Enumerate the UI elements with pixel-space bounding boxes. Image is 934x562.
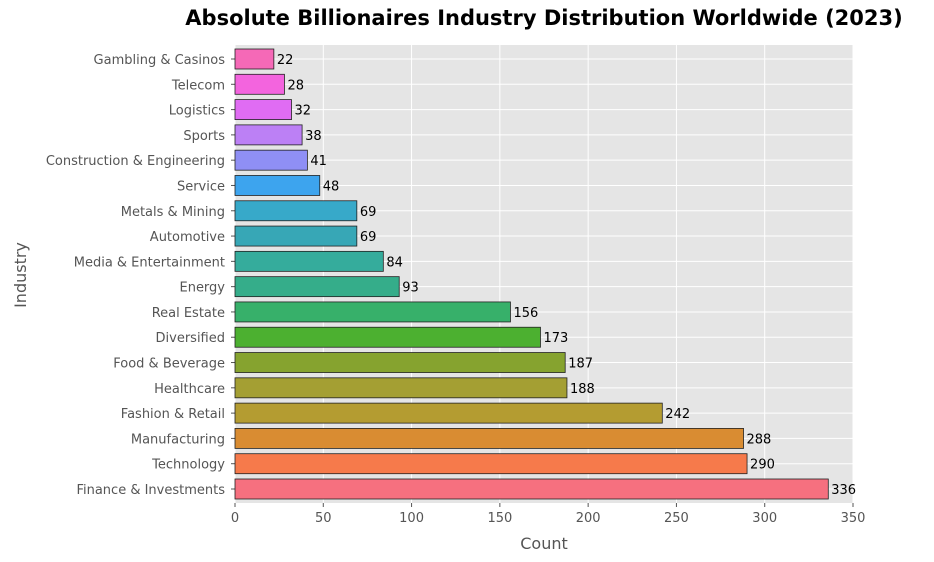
data-label: 28 <box>287 78 304 93</box>
bar <box>234 149 308 171</box>
bar <box>234 352 566 373</box>
data-label: 242 <box>665 407 690 422</box>
data-label: 38 <box>305 129 322 144</box>
data-label: 173 <box>543 331 568 346</box>
y-tick-label: Technology <box>151 458 225 473</box>
data-label: 290 <box>750 458 775 473</box>
y-tick-label: Service <box>177 179 225 194</box>
y-tick-label: Fashion & Retail <box>121 407 225 422</box>
y-tick-label: Metals & Mining <box>121 205 225 220</box>
x-tick-label: 350 <box>841 511 866 526</box>
bar <box>234 124 303 146</box>
data-label: 288 <box>747 432 772 447</box>
y-axis-label: Industry <box>11 242 30 308</box>
data-label: 336 <box>831 483 856 498</box>
bar <box>234 428 744 449</box>
bar <box>234 250 384 272</box>
x-tick-label: 50 <box>315 511 332 526</box>
data-label: 188 <box>570 382 595 397</box>
bar <box>234 48 275 70</box>
y-tick-label: Gambling & Casinos <box>94 53 226 68</box>
y-tick-label: Automotive <box>150 230 225 245</box>
bar <box>234 326 541 348</box>
bar <box>234 175 321 196</box>
bar <box>234 478 829 500</box>
x-tick-labels: 0 50 100 150 200 250 300 350 <box>231 511 866 526</box>
y-tick-label: Energy <box>179 281 225 296</box>
data-label: 32 <box>295 104 312 119</box>
bar <box>234 200 358 222</box>
bar <box>234 402 663 424</box>
y-tick-label: Sports <box>183 129 225 144</box>
y-tick-labels: Gambling & Casinos Telecom Logistics Sports… <box>46 53 225 498</box>
x-tick-label: 300 <box>752 511 777 526</box>
y-tick-label: Healthcare <box>154 382 225 397</box>
x-tick-label: 0 <box>231 511 239 526</box>
x-tick-label: 150 <box>487 511 512 526</box>
data-label: 84 <box>386 255 403 270</box>
bar <box>234 301 511 323</box>
x-tick-label: 100 <box>399 511 424 526</box>
y-tick-label: Diversified <box>156 331 225 346</box>
y-tick-label: Media & Entertainment <box>74 255 225 270</box>
data-label: 22 <box>277 53 294 68</box>
data-label: 48 <box>323 179 340 194</box>
data-label: 93 <box>402 281 419 296</box>
bar <box>234 276 400 298</box>
y-tick-label: Telecom <box>171 78 225 93</box>
y-tick-label: Manufacturing <box>131 432 225 447</box>
data-label: 41 <box>310 154 327 169</box>
y-tick-label: Food & Beverage <box>113 357 225 372</box>
data-label: 69 <box>360 230 377 245</box>
x-axis-label: Count <box>520 534 568 553</box>
y-tick-label: Finance & Investments <box>76 483 225 498</box>
chart-title: Absolute Billionaires Industry Distribut… <box>185 6 902 30</box>
y-tick-label: Logistics <box>169 104 225 119</box>
bar <box>234 73 285 95</box>
data-label: 69 <box>360 205 377 220</box>
data-label: 156 <box>513 306 538 321</box>
bar <box>234 99 292 120</box>
plot-background <box>235 45 853 503</box>
bar <box>234 377 568 399</box>
bar <box>234 453 748 475</box>
y-tick-label: Construction & Engineering <box>46 154 225 169</box>
x-tick-label: 250 <box>664 511 689 526</box>
y-tick-label: Real Estate <box>152 306 225 321</box>
data-label: 187 <box>568 357 593 372</box>
x-tick-label: 200 <box>576 511 601 526</box>
bar <box>234 225 358 247</box>
